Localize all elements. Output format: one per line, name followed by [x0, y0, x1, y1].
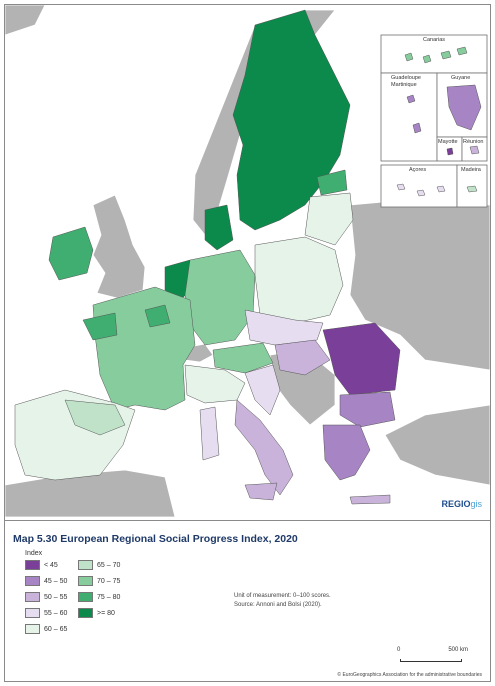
legend-title: Index	[25, 550, 43, 557]
spain-north-region	[64, 399, 126, 436]
scale-line	[400, 659, 462, 662]
sweden-finland-region	[232, 9, 351, 231]
inset-canarias-box	[380, 34, 488, 74]
inset-label-reunion: Réunion	[463, 139, 484, 145]
scale-max-label: 500 km	[448, 647, 468, 653]
legend-item-45-50: 45 – 50	[25, 576, 67, 586]
legend-swatch	[25, 592, 40, 602]
map-area: Canarias Guadeloupe Martinique Guyane Ma…	[5, 5, 490, 517]
madeira-island	[466, 185, 478, 193]
denmark-region	[204, 204, 234, 251]
legend-label: 75 – 80	[97, 593, 121, 601]
legend-swatch	[25, 608, 40, 618]
legend-item-ge80: >= 80	[78, 608, 115, 618]
scale-zero-label: 0	[397, 647, 401, 653]
ireland-region	[48, 226, 94, 281]
legend-label: < 45	[44, 561, 58, 569]
uk-land	[92, 194, 146, 299]
legend-swatch	[78, 576, 93, 586]
legend-swatch	[25, 560, 40, 570]
legend-swatch	[78, 560, 93, 570]
regiogis-logo-part2: gis	[470, 499, 482, 509]
inset-label-acores: Açores	[409, 167, 427, 173]
map-note: Unit of measurement: 0–100 scores. Sourc…	[234, 592, 331, 610]
inset-label-guadeloupe: Guadeloupe	[391, 75, 421, 81]
legend-item-70-75: 70 – 75	[78, 576, 120, 586]
turkey-land	[384, 404, 490, 486]
legend-label: 50 – 55	[44, 593, 68, 601]
legend-swatch	[25, 576, 40, 586]
legend-swatch	[25, 624, 40, 634]
reunion-island	[469, 145, 480, 155]
inset-madeira-box	[456, 164, 488, 208]
hungary-region	[274, 339, 331, 376]
bulgaria-region	[339, 391, 396, 428]
greece-region	[322, 424, 371, 481]
inset-label-mayotte: Mayotte	[438, 139, 458, 145]
legend-item-60-65: 60 – 65	[25, 624, 67, 634]
copyright-text: © EuroGeographics Association for the ad…	[337, 672, 482, 678]
regiogis-logo-part1: REGIO	[441, 499, 471, 509]
guyane-shape	[446, 84, 482, 131]
legend-item-65-70: 65 – 70	[78, 560, 120, 570]
latvia-lithuania-region	[304, 192, 354, 246]
romania-region	[322, 322, 401, 396]
legend-item-75-80: 75 – 80	[78, 592, 120, 602]
legend-label: 70 – 75	[97, 577, 121, 585]
austria-region	[212, 342, 274, 374]
inset-label-canarias: Canarias	[423, 37, 446, 43]
paris-region	[144, 304, 171, 328]
poland-region	[254, 236, 344, 324]
legend-swatch	[78, 608, 93, 618]
unit-note: Unit of measurement: 0–100 scores.	[234, 593, 331, 599]
france-region	[92, 286, 196, 411]
sicily-region	[244, 482, 278, 501]
sardinia-corsica-region	[199, 406, 220, 461]
italy-south-region	[234, 399, 294, 496]
germany-region	[184, 249, 256, 346]
inset-label-martinique: Martinique	[391, 82, 417, 88]
inset-acores-box	[380, 164, 458, 208]
legend-label: 45 – 50	[44, 577, 68, 585]
source-note: Source: Annoni and Bolsi (2020).	[234, 602, 322, 608]
inset-guadeloupe-box	[380, 72, 438, 162]
legend-label: 60 – 65	[44, 625, 68, 633]
brittany-region	[82, 312, 118, 341]
legend-item-50-55: 50 – 55	[25, 592, 67, 602]
regiogis-logo: REGIOgis	[441, 499, 482, 509]
slovenia-croatia-region	[244, 364, 281, 416]
legend-panel: Map 5.30 European Regional Social Progre…	[5, 520, 490, 682]
legend-item-55-60: 55 – 60	[25, 608, 67, 618]
map-title: Map 5.30 European Regional Social Progre…	[13, 533, 298, 545]
legend-item-lt45: < 45	[25, 560, 58, 570]
legend-label: 55 – 60	[44, 609, 68, 617]
europe-map	[5, 5, 490, 517]
mayotte-island	[446, 147, 454, 156]
crete-region	[349, 494, 391, 505]
guadeloupe-islands	[406, 94, 422, 134]
inset-label-guyane: Guyane	[451, 75, 471, 81]
greenland-iceland-edge	[5, 5, 46, 36]
legend-swatch	[78, 592, 93, 602]
estonia-region	[316, 169, 348, 196]
acores-islands	[396, 183, 446, 197]
canarias-islands	[404, 46, 468, 64]
legend-label: >= 80	[97, 609, 115, 617]
inset-label-madeira: Madeira	[461, 167, 481, 173]
northafrica-land	[5, 469, 176, 517]
legend-label: 65 – 70	[97, 561, 121, 569]
map-frame	[4, 4, 491, 682]
czech-slovakia-region	[244, 309, 324, 346]
